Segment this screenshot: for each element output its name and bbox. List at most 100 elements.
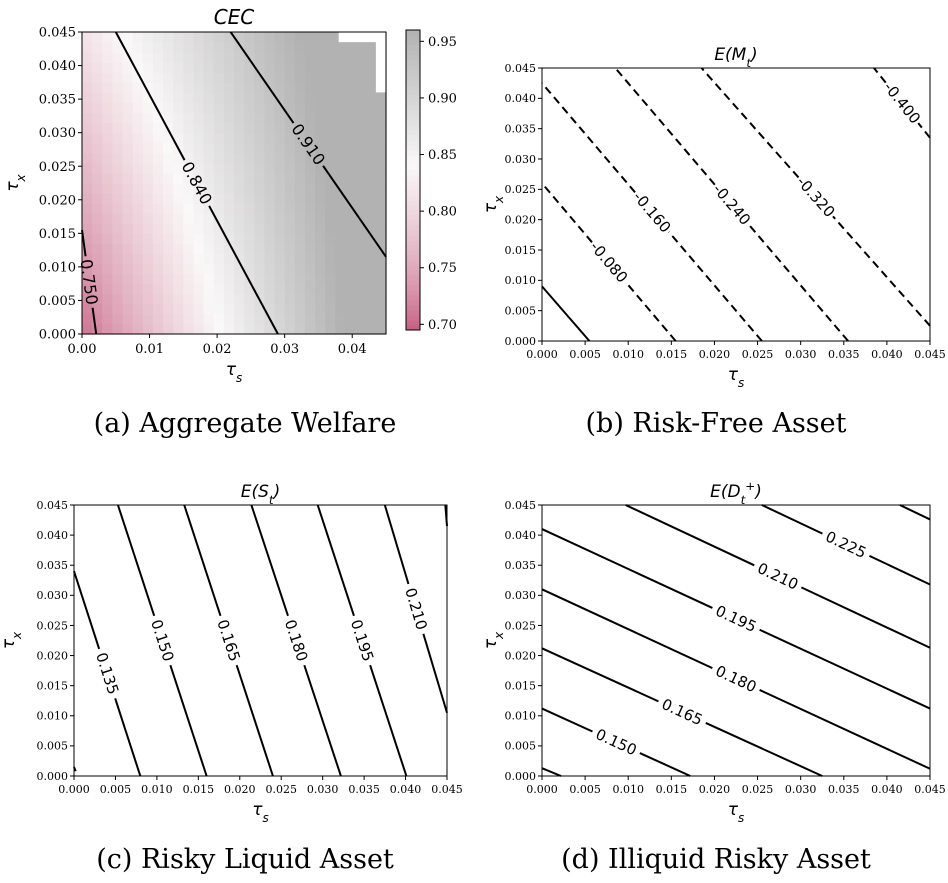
heatmap-cell <box>294 92 306 104</box>
heatmap-cell <box>274 132 286 144</box>
heatmap-cell <box>173 152 184 164</box>
heatmap-cell <box>264 92 276 104</box>
colorbar-cell <box>406 230 420 236</box>
heatmap-cell <box>325 223 336 234</box>
heatmap-cell <box>335 112 347 124</box>
heatmap-cell <box>112 283 124 295</box>
heatmap-cell <box>102 183 113 194</box>
heatmap-cell <box>122 62 134 73</box>
heatmap-cell <box>163 283 174 295</box>
contour-line <box>541 182 593 243</box>
heatmap-cell <box>112 72 124 83</box>
heatmap-cell <box>132 162 144 174</box>
chart-title: E(St) <box>241 482 280 507</box>
heatmap-cell <box>132 42 144 53</box>
y-tick-label: 0.005 <box>505 740 537 753</box>
heatmap-cell <box>264 223 276 234</box>
heatmap-cell <box>365 263 377 275</box>
colorbar-cell <box>406 160 420 166</box>
y-tick-label: 0.040 <box>505 529 537 542</box>
heatmap-cell <box>234 92 245 104</box>
colorbar-cell <box>406 300 420 306</box>
heatmap-cell <box>132 313 144 325</box>
x-tick-label: 0.035 <box>828 783 860 796</box>
x-tick-label: 0.045 <box>914 783 946 796</box>
heatmap-cell <box>193 122 205 134</box>
heatmap-cell <box>142 203 154 214</box>
x-tick-label: 0.015 <box>656 348 688 361</box>
heatmap-cell <box>315 62 326 73</box>
contour-line <box>899 504 931 521</box>
heatmap-cell <box>244 223 255 234</box>
y-tick-label: 0.040 <box>39 59 76 74</box>
contour-line <box>114 698 142 777</box>
heatmap-cell <box>213 172 225 184</box>
contour-line <box>541 588 713 670</box>
heatmap-cell <box>102 233 113 244</box>
heatmap-cell <box>335 152 347 164</box>
chart-risky-liquid-asset: 0.000 0.005 0.010 0.015 0.020 0.025 0.030 0.035… <box>0 482 463 825</box>
colorbar-cell <box>406 255 420 261</box>
heatmap-cell <box>325 42 336 53</box>
x-tick-label: 0.00 <box>68 342 97 357</box>
chart-title: E(Mt) <box>714 45 757 70</box>
colorbar-cell <box>406 260 420 266</box>
heatmap-cell <box>132 172 144 184</box>
heatmap-cell <box>92 82 103 93</box>
heatmap-cell <box>92 112 103 124</box>
heatmap-cell <box>244 293 255 305</box>
heatmap-cell <box>122 243 134 255</box>
x-tick-label: 0.025 <box>265 783 297 796</box>
heatmap-cell <box>335 122 347 134</box>
heatmap-cell <box>112 112 124 124</box>
colorbar-tick-label: 0.70 <box>428 318 457 333</box>
heatmap-cell <box>132 203 144 214</box>
heatmap-cell <box>254 42 265 53</box>
heatmap-cell <box>234 323 245 335</box>
heatmap-cell <box>274 303 286 315</box>
heatmap-cell <box>82 193 93 204</box>
heatmap-cell <box>325 183 336 194</box>
heatmap-cell <box>254 303 265 315</box>
contour-line <box>873 67 887 84</box>
heatmap-cell <box>335 313 347 325</box>
heatmap-cell <box>234 112 245 124</box>
heatmap-cell <box>203 42 215 53</box>
heatmap-cell <box>244 253 255 265</box>
contour-line <box>229 31 295 124</box>
heatmap-cell <box>315 32 326 43</box>
heatmap-cell <box>122 162 134 174</box>
heatmap-cell <box>335 72 347 83</box>
heatmap-cell <box>163 112 174 124</box>
heatmap-cell <box>355 253 367 265</box>
heatmap-cell <box>173 183 184 194</box>
heatmap-cell <box>102 243 113 255</box>
contour-line <box>541 707 593 733</box>
heatmap-cell <box>375 203 387 214</box>
y-tick-label: 0.005 <box>505 305 537 318</box>
heatmap-cell <box>112 293 124 305</box>
colorbar-cell <box>406 70 420 76</box>
heatmap-cell <box>163 313 174 325</box>
heatmap-cell <box>142 323 154 335</box>
heatmap-cell <box>335 233 347 244</box>
heatmap-cell <box>82 293 93 305</box>
heatmap-cell <box>315 213 326 224</box>
heatmap-cell <box>223 172 235 184</box>
heatmap-cell <box>152 102 164 114</box>
heatmap-cell <box>132 253 144 265</box>
heatmap-cell <box>213 62 225 73</box>
heatmap-cell <box>193 32 205 43</box>
heatmap-cell <box>244 172 255 184</box>
heatmap-cell <box>294 112 306 124</box>
x-tick-label: 0.015 <box>183 783 215 796</box>
heatmap-cell <box>315 223 326 234</box>
heatmap-cell <box>142 112 154 124</box>
heatmap-cell <box>203 62 215 73</box>
heatmap-cell <box>223 223 235 234</box>
heatmap-cell <box>335 253 347 265</box>
heatmap-cell <box>163 253 174 265</box>
heatmap-cell <box>304 283 316 295</box>
heatmap-cell <box>213 82 225 93</box>
heatmap-cell <box>183 102 195 114</box>
